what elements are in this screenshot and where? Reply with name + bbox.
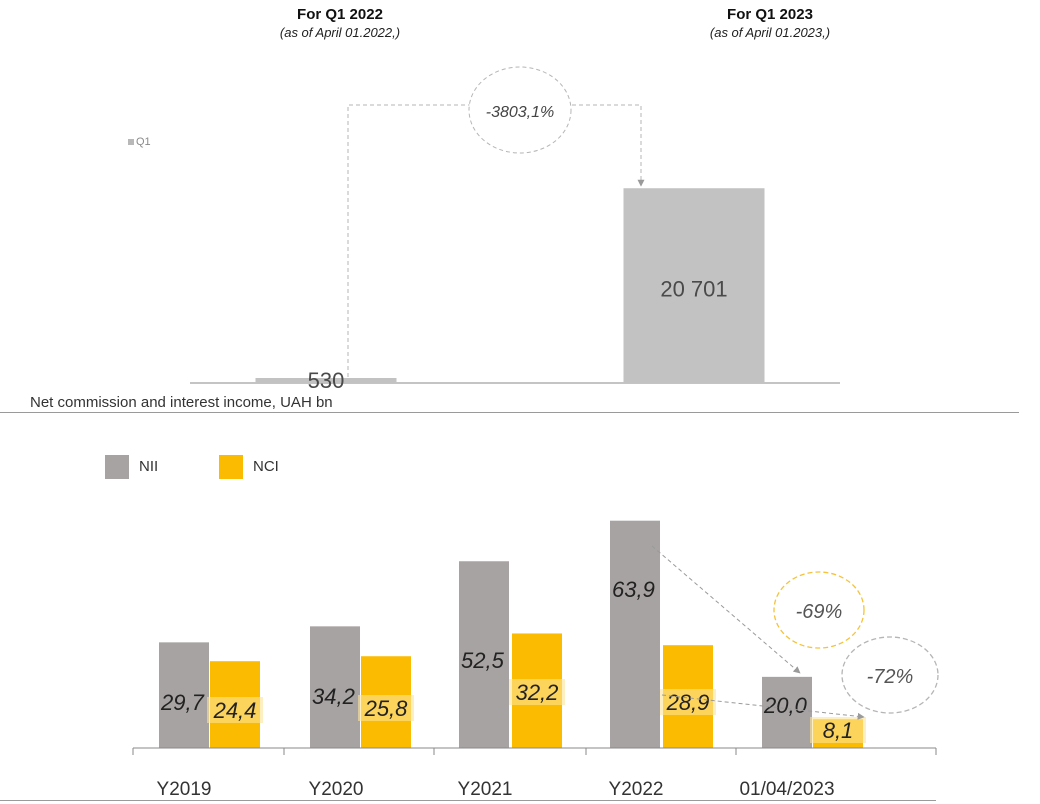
connector-left: [347, 104, 475, 377]
legend-nci-swatch: [219, 455, 243, 479]
nii-value-label: 29,7: [160, 690, 205, 715]
q1-legend-swatch: [128, 139, 134, 145]
q1-bar: [255, 378, 397, 383]
category-label: 01/04/2023: [739, 779, 834, 800]
nii-value-label: 34,2: [312, 684, 355, 709]
change-label: -3803,1%: [486, 104, 555, 121]
q1-comparison-chart: 530 20 701 -3803,1%: [190, 66, 840, 393]
period-subtitle: (as of April 01.2022,): [279, 25, 401, 40]
nii-bar: [762, 676, 812, 748]
period-title: For Q1 2022: [297, 6, 383, 23]
nci-value-label: 28,9: [666, 690, 710, 715]
q1-bar-value: 20 701: [660, 277, 727, 302]
nii-bar: [459, 561, 509, 748]
nci-value-label: 24,4: [213, 698, 257, 723]
category-label: Y2019: [157, 779, 212, 800]
nci-label-highlight: [358, 695, 414, 721]
period-header-2023: For Q1 2023 (as of April 01.2023,): [650, 6, 890, 40]
q1-legend-label: Q1: [136, 136, 151, 148]
legend-nci: NCI: [219, 455, 279, 479]
q1-change-connector: -3803,1%: [347, 66, 645, 377]
legend-nii: NII: [105, 455, 158, 479]
change-bubble: [468, 66, 572, 154]
legend-nii-swatch: [105, 455, 129, 479]
category-label: Y2020: [309, 779, 364, 800]
nci-value-label: 25,8: [364, 696, 409, 721]
category-label: Y2022: [609, 779, 664, 800]
period-subtitle: (as of April 01.2023,): [709, 25, 831, 40]
income-category-ticks: Y2019 Y2020 Y2021 Y2022 01/04/2023: [132, 748, 937, 800]
period-title: For Q1 2023: [727, 6, 813, 23]
nii-bar: [310, 626, 360, 748]
nci-label-highlight: [810, 717, 866, 743]
nii-value-label: 63,9: [612, 577, 655, 602]
income-bars: 29,7 34,2 52,5 63,9 20,0 24,4 25,8 32,2 28,9 8,1: [159, 520, 866, 748]
legend-nci-label: NCI: [253, 457, 279, 475]
period-header-2022: For Q1 2022 (as of April 01.2022,): [220, 6, 460, 40]
connector-right: [565, 104, 645, 187]
income-change-annotations: -69% -72%: [651, 545, 939, 720]
legend-nii-label: NII: [139, 457, 159, 475]
section-divider: [0, 412, 1019, 413]
nii-bar: [610, 520, 660, 748]
nci-change-arrow: [661, 694, 865, 720]
q1-bar-value: 530: [308, 368, 345, 393]
nii-value-label: 20,0: [763, 693, 808, 718]
nii-change-label: -69%: [796, 601, 843, 623]
nci-value-label: 8,1: [823, 718, 854, 743]
category-label: Y2021: [458, 779, 513, 800]
q1-bar: [623, 188, 765, 383]
nci-label-highlight: [509, 679, 565, 705]
bottom-border: [0, 800, 936, 801]
nci-value-label: 32,2: [516, 680, 559, 705]
net-income-chart: 29,7 34,252,563,920,024,4 25,832,2 28,98,1 …: [132, 520, 939, 800]
nci-change-bubble: [841, 636, 939, 714]
nci-label-highlight: [660, 689, 716, 715]
nii-bar: [159, 642, 209, 748]
nii-change-bubble: [773, 571, 865, 649]
income-chart-title: Net commission and interest income, UAH …: [30, 394, 333, 411]
q1-legend: Q1: [128, 136, 151, 148]
nci-change-label: -72%: [867, 666, 914, 688]
nci-label-highlight: [207, 697, 263, 723]
nii-value-label: 52,5: [461, 648, 505, 673]
nii-change-arrow: [651, 545, 801, 674]
q1-bars: 530 20 701: [255, 188, 765, 393]
